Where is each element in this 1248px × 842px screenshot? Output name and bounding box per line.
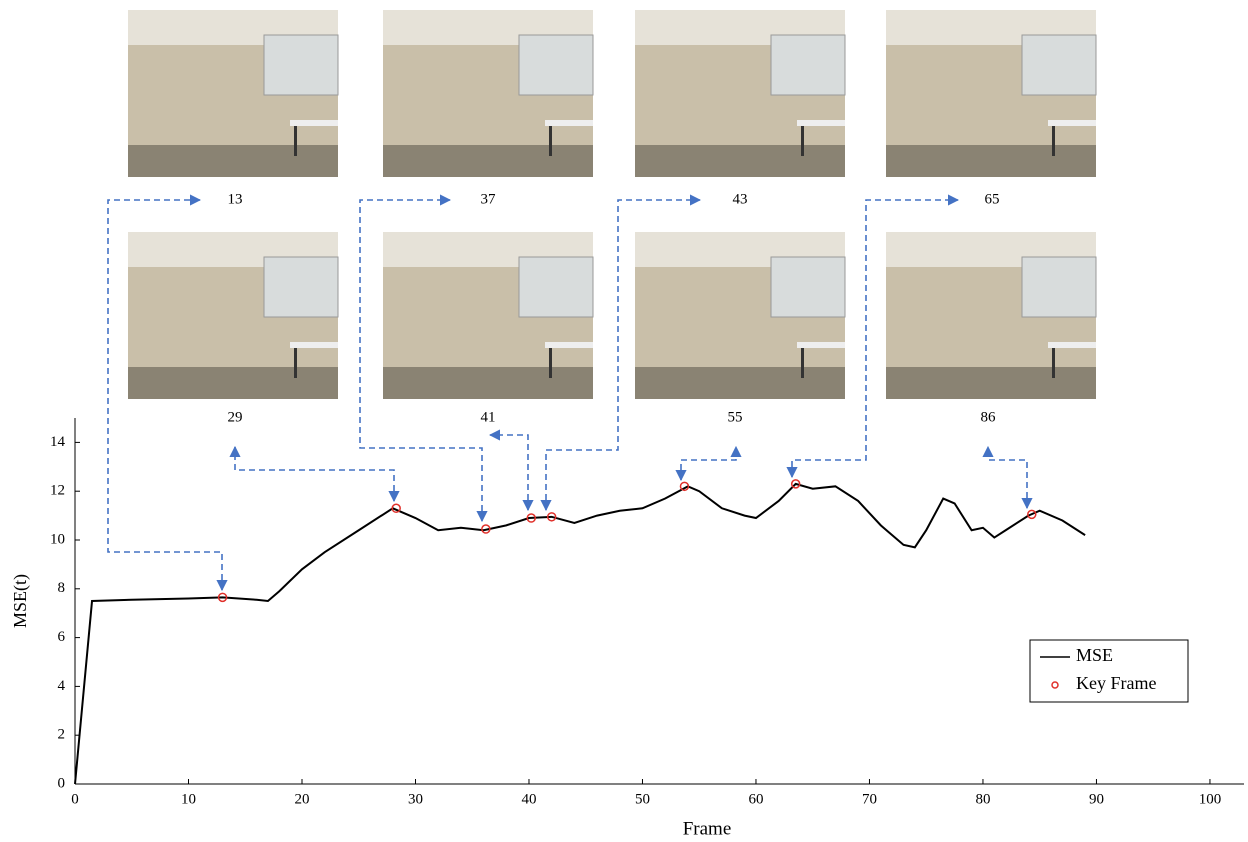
table-leg: [549, 348, 552, 378]
x-axis-label: Frame: [683, 818, 732, 839]
floor: [635, 145, 845, 177]
x-tick-label: 30: [408, 791, 423, 807]
floor: [635, 367, 845, 399]
x-tick-label: 20: [294, 791, 309, 807]
whiteboard: [771, 257, 845, 317]
y-tick-label: 6: [58, 629, 66, 645]
frame-label: 65: [985, 191, 1000, 207]
table-leg: [1052, 348, 1055, 378]
x-tick-label: 10: [181, 791, 196, 807]
floor: [383, 145, 593, 177]
floor: [128, 367, 338, 399]
connector: [490, 435, 528, 510]
y-tick-label: 4: [58, 678, 66, 694]
x-tick-label: 0: [71, 791, 79, 807]
floor: [886, 367, 1096, 399]
connector: [235, 447, 394, 501]
frame-label: 29: [228, 409, 243, 425]
frame-label: 13: [228, 191, 243, 207]
whiteboard: [1022, 257, 1096, 317]
y-tick-label: 8: [58, 580, 66, 596]
whiteboard: [264, 257, 338, 317]
frame-label: 55: [728, 409, 743, 425]
thumbnail: [128, 10, 338, 177]
y-tick-label: 10: [50, 531, 65, 547]
table: [545, 120, 593, 126]
thumbnails: [128, 10, 1096, 399]
table-leg: [549, 126, 552, 156]
table: [797, 120, 845, 126]
whiteboard: [771, 35, 845, 95]
thumbnail: [635, 232, 845, 399]
connector: [681, 447, 736, 480]
frame-label: 43: [733, 191, 748, 207]
whiteboard: [1022, 35, 1096, 95]
whiteboard: [264, 35, 338, 95]
x-tick-label: 60: [748, 791, 763, 807]
table-leg: [1052, 126, 1055, 156]
thumbnail: [128, 232, 338, 399]
floor: [886, 145, 1096, 177]
table: [290, 342, 338, 348]
chart: Frame MSE(t) 13 37 43 65 29 41 55 86 0 2 4 6 8 10 12 14…: [0, 0, 1248, 842]
frame-label: 86: [981, 409, 997, 425]
y-tick-label: 2: [58, 727, 66, 743]
thumbnail: [383, 232, 593, 399]
frame-label: 41: [481, 409, 496, 425]
mse-line: [75, 484, 1085, 784]
floor: [128, 145, 338, 177]
x-tick-label: 40: [521, 791, 536, 807]
y-tick-label: 0: [58, 775, 66, 791]
frame-label: 37: [481, 191, 497, 207]
y-axis-label: MSE(t): [10, 574, 31, 628]
thumbnail: [886, 232, 1096, 399]
thumbnail: [886, 10, 1096, 177]
floor: [383, 367, 593, 399]
x-tick-label: 100: [1199, 791, 1222, 807]
legend-label: MSE: [1076, 645, 1113, 665]
table: [545, 342, 593, 348]
x-tick-label: 70: [862, 791, 877, 807]
table: [290, 120, 338, 126]
thumbnail: [383, 10, 593, 177]
whiteboard: [519, 35, 593, 95]
legend-label: Key Frame: [1076, 673, 1156, 693]
y-tick-label: 14: [50, 434, 66, 450]
table-leg: [294, 126, 297, 156]
table-leg: [294, 348, 297, 378]
connector: [988, 447, 1027, 508]
table: [1048, 342, 1096, 348]
table: [1048, 120, 1096, 126]
table-leg: [801, 348, 804, 378]
x-tick-label: 80: [975, 791, 990, 807]
x-tick-label: 50: [635, 791, 650, 807]
y-tick-label: 12: [50, 483, 65, 499]
table: [797, 342, 845, 348]
thumbnail: [635, 10, 845, 177]
table-leg: [801, 126, 804, 156]
x-tick-label: 90: [1089, 791, 1104, 807]
whiteboard: [519, 257, 593, 317]
